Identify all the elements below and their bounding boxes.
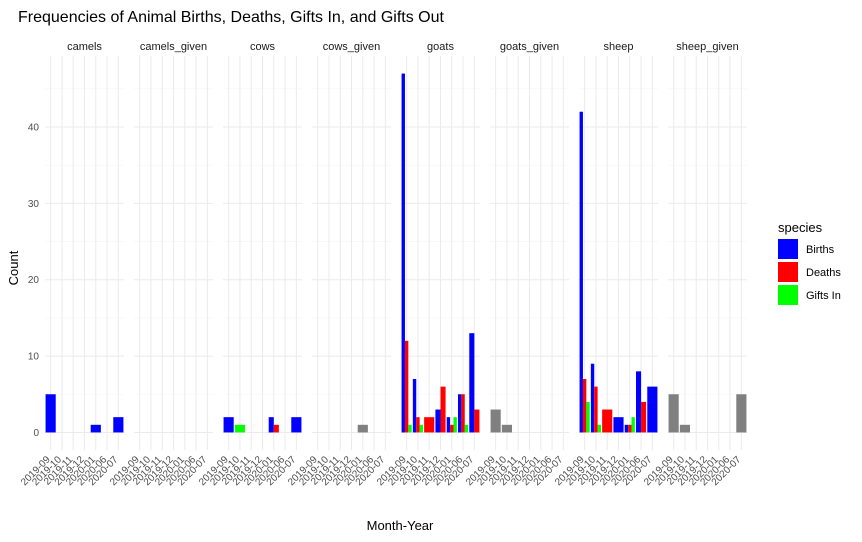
bar-deaths bbox=[450, 424, 454, 433]
bar-births bbox=[457, 394, 462, 433]
bar-deaths bbox=[461, 394, 465, 433]
legend-label: Deaths bbox=[806, 267, 841, 279]
bar-births bbox=[90, 424, 101, 433]
legend: species Births Deaths Gifts In bbox=[778, 220, 841, 305]
y-tick-label: 20 bbox=[28, 275, 40, 286]
bar-births bbox=[446, 417, 451, 433]
facet-goats: goats2019-092019-102019-112019-122020-01… bbox=[375, 41, 480, 488]
bar-gifts-out bbox=[668, 394, 679, 433]
bar-gifts-out bbox=[490, 409, 501, 433]
gridlines bbox=[134, 56, 213, 450]
bar-births bbox=[624, 424, 629, 433]
legend-key-deaths bbox=[778, 262, 798, 282]
y-tick-label: 0 bbox=[33, 428, 39, 439]
bar-gifts-in bbox=[234, 424, 246, 433]
gridlines bbox=[401, 56, 480, 450]
y-axis-title: Count bbox=[6, 250, 21, 285]
facet-strip-label: goats_given bbox=[500, 41, 559, 53]
bar-births bbox=[113, 417, 124, 433]
facet-strip-label: cows bbox=[250, 41, 276, 53]
facet-sheep: sheep2019-092019-102019-112019-122020-01… bbox=[553, 41, 658, 488]
gridlines bbox=[490, 56, 569, 450]
facet-cows-given: cows_given2019-092019-102019-112019-1220… bbox=[286, 41, 391, 488]
bar-deaths bbox=[582, 378, 587, 433]
chart-title: Frequencies of Animal Births, Deaths, Gi… bbox=[18, 9, 445, 26]
bar-deaths bbox=[474, 409, 480, 433]
bar-births bbox=[223, 417, 234, 433]
y-tick-label: 30 bbox=[28, 199, 40, 210]
bar-deaths bbox=[641, 401, 647, 433]
bar-gifts-in bbox=[631, 417, 635, 433]
facet-cows: cows2019-092019-102019-112019-122020-012… bbox=[197, 41, 302, 488]
legend-label: Gifts In bbox=[806, 290, 841, 302]
bar-gifts-out bbox=[357, 424, 368, 433]
bar-births bbox=[647, 386, 658, 433]
facet-strip-label: camels_given bbox=[140, 41, 207, 53]
bar-gifts-out bbox=[679, 424, 691, 433]
bar-births bbox=[613, 417, 624, 433]
bar-deaths bbox=[440, 386, 446, 433]
facet-panels: camels2019-092019-102019-112019-122020-0… bbox=[19, 41, 747, 488]
legend-key-births bbox=[778, 239, 798, 259]
bar-deaths bbox=[404, 340, 409, 433]
facet-camels-given: camels_given2019-092019-102019-112019-12… bbox=[108, 41, 213, 488]
bar-gifts-out bbox=[736, 394, 747, 433]
gridlines bbox=[579, 56, 658, 450]
bar-gifts-in bbox=[586, 401, 590, 433]
y-tick-label: 40 bbox=[28, 123, 40, 134]
y-axis: 0 10 20 30 40 bbox=[28, 123, 40, 439]
facet-sheep-given: sheep_given2019-092019-102019-112019-122… bbox=[642, 41, 747, 488]
bar-births bbox=[635, 371, 642, 433]
bar-births bbox=[291, 417, 302, 433]
bar-births bbox=[268, 417, 274, 433]
bar-births bbox=[401, 73, 405, 433]
x-axis-title: Month-Year bbox=[367, 518, 434, 533]
gridlines bbox=[668, 56, 747, 450]
legend-key-gifts-in bbox=[778, 285, 798, 305]
bar-gifts-in bbox=[419, 424, 424, 433]
facet-strip-label: cows_given bbox=[323, 41, 380, 53]
bar-gifts-out bbox=[501, 424, 513, 433]
y-tick-label: 10 bbox=[28, 352, 40, 363]
bar-deaths bbox=[273, 424, 279, 433]
bar-births bbox=[579, 111, 583, 433]
facet-goats-given: goats_given2019-092019-102019-112019-122… bbox=[464, 41, 569, 488]
gridlines bbox=[312, 56, 391, 450]
bar-deaths bbox=[602, 409, 613, 433]
bar-gifts-in bbox=[408, 424, 412, 433]
bar-gifts-in bbox=[597, 424, 602, 433]
bar-births bbox=[469, 333, 475, 433]
bar-births bbox=[590, 363, 595, 433]
bar-gifts-in bbox=[464, 424, 469, 433]
bar-gifts-in bbox=[453, 417, 457, 433]
legend-label: Births bbox=[806, 244, 835, 256]
facet-strip-label: camels bbox=[67, 41, 102, 53]
gridlines bbox=[223, 56, 302, 450]
bar-births bbox=[435, 409, 441, 433]
bar-deaths bbox=[628, 424, 632, 433]
facet-strip-label: sheep_given bbox=[676, 41, 738, 53]
facet-camels: camels2019-092019-102019-112019-122020-0… bbox=[19, 41, 124, 488]
gridlines bbox=[45, 56, 124, 450]
bar-deaths bbox=[416, 417, 420, 433]
facet-strip-label: sheep bbox=[604, 41, 634, 53]
bar-deaths bbox=[594, 386, 598, 433]
legend-title: species bbox=[778, 220, 823, 235]
bar-deaths bbox=[424, 417, 435, 433]
bar-births bbox=[45, 394, 56, 433]
facet-strip-label: goats bbox=[427, 41, 454, 53]
bar-births bbox=[412, 378, 417, 433]
